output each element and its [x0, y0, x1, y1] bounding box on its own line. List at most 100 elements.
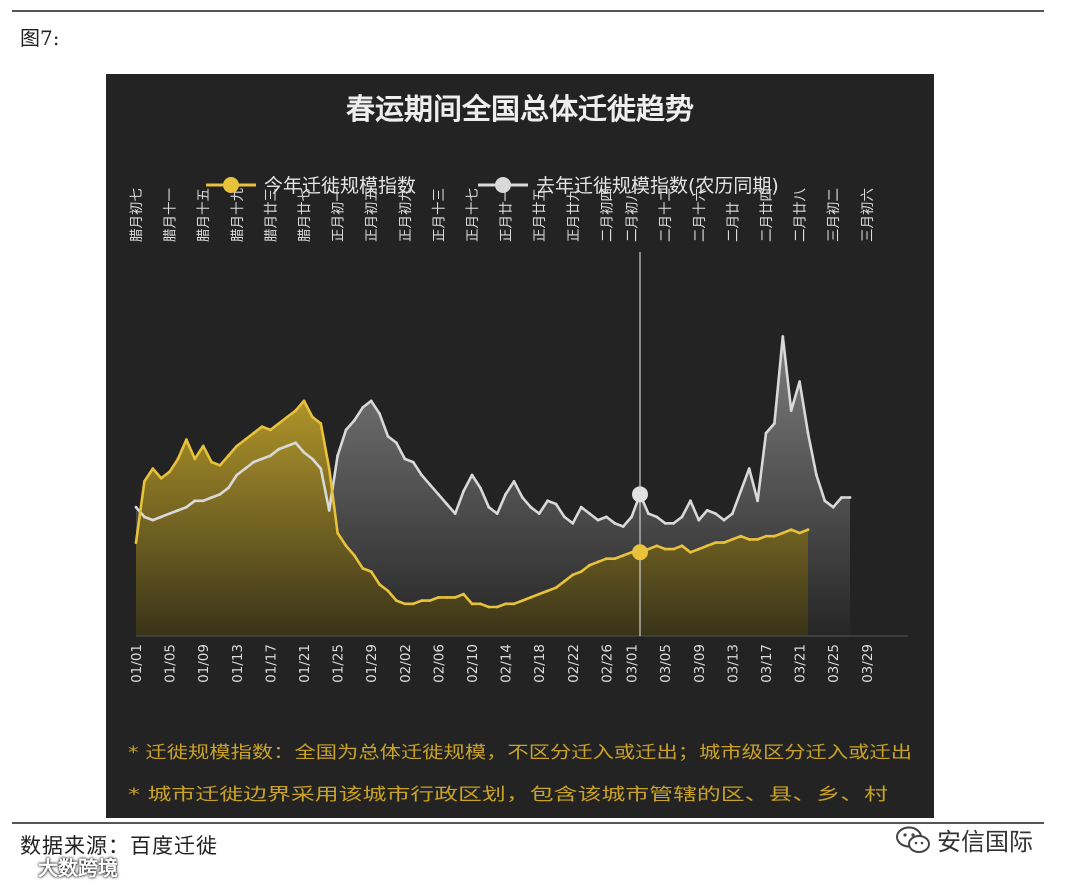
lunar-tick-label: 腊月廿三	[263, 188, 279, 242]
point-last-year	[252, 460, 256, 464]
point-this-year	[705, 544, 709, 548]
wechat-icon	[896, 826, 930, 853]
x-tick-label: 03/29	[860, 644, 876, 683]
point-this-year	[134, 541, 138, 544]
point-last-year	[227, 486, 230, 490]
point-this-year	[378, 583, 381, 586]
x-tick-label: 03/17	[759, 644, 775, 683]
x-tick-label: 02/22	[566, 644, 582, 683]
point-this-year	[386, 589, 390, 593]
point-last-year	[705, 509, 709, 512]
point-this-year	[243, 438, 247, 441]
point-last-year	[487, 505, 491, 509]
point-last-year	[411, 460, 415, 464]
point-last-year	[529, 505, 533, 509]
point-this-year	[168, 470, 171, 474]
legend-marker-last-year	[495, 177, 511, 193]
x-tick-labels: 01/01 01/05 01/09 01/13 01/17 01/21 01/25 01/29…	[129, 644, 876, 683]
point-last-year	[369, 399, 373, 403]
point-last-year	[403, 457, 407, 461]
point-this-year	[269, 428, 272, 432]
marker-point-last-year	[632, 486, 648, 503]
point-last-year	[201, 499, 205, 503]
lunar-tick-label: 正月廿九	[566, 188, 582, 242]
point-last-year	[218, 492, 222, 496]
point-this-year	[277, 422, 281, 425]
point-this-year	[697, 547, 701, 551]
lunar-tick-label: 腊月廿七	[297, 188, 313, 242]
point-last-year	[563, 515, 566, 519]
point-this-year	[747, 538, 751, 541]
point-last-year	[243, 467, 247, 470]
point-last-year	[428, 483, 432, 487]
chart-title: 春运期间全国总体迁徙趋势	[346, 92, 694, 126]
point-last-year	[756, 499, 759, 503]
point-last-year	[764, 431, 768, 435]
point-this-year	[672, 547, 675, 551]
point-last-year	[462, 489, 465, 493]
lunar-tick-label: 正月初五	[363, 188, 380, 242]
point-last-year	[647, 512, 650, 515]
point-last-year	[630, 515, 633, 519]
point-this-year	[764, 534, 768, 538]
lunar-tick-label: 正月廿五	[532, 188, 548, 242]
point-this-year	[470, 602, 474, 606]
x-tick-label: 03/21	[793, 644, 809, 683]
point-this-year	[453, 596, 457, 599]
lunar-tick-label: 二月廿八	[793, 188, 809, 242]
point-last-year	[739, 489, 743, 493]
x-tick-label: 01/25	[331, 644, 347, 683]
point-this-year	[689, 550, 692, 554]
point-last-year	[277, 447, 281, 451]
point-this-year	[479, 602, 482, 606]
point-last-year	[143, 515, 146, 519]
point-this-year	[227, 454, 230, 458]
point-last-year	[773, 422, 776, 425]
point-last-year	[731, 512, 734, 515]
point-last-year	[344, 428, 348, 432]
lunar-tick-label: 二月廿	[725, 202, 741, 243]
point-last-year	[134, 505, 138, 509]
brand: 安信国际	[895, 822, 1033, 857]
lunar-tick-label: 三月初六	[859, 188, 876, 242]
point-last-year	[663, 521, 667, 525]
point-this-year	[311, 415, 314, 419]
line-last-year	[135, 335, 850, 528]
point-this-year	[554, 586, 558, 590]
point-last-year	[831, 505, 835, 509]
top-rule	[12, 10, 1044, 12]
note-2: * 城市迁徙边界采用该城市行政区划，包含该城市管辖的区、县、乡、村	[128, 785, 888, 805]
watermark: 大数跨境	[8, 852, 118, 881]
watermark-icon	[8, 859, 34, 874]
point-this-year	[445, 596, 449, 599]
point-last-year	[327, 509, 331, 512]
x-tick-label: 03/01	[625, 644, 641, 683]
point-last-year	[420, 473, 423, 477]
point-last-year	[269, 454, 272, 458]
point-last-year	[722, 518, 726, 522]
x-tick-label: 02/10	[465, 644, 481, 683]
point-last-year	[353, 418, 356, 422]
point-last-year	[185, 505, 188, 509]
lunar-tick-label: 二月初四	[598, 188, 615, 242]
point-last-year	[848, 496, 852, 499]
point-this-year	[588, 563, 591, 567]
point-last-year	[714, 512, 717, 515]
point-last-year	[361, 406, 365, 409]
point-this-year	[722, 541, 726, 544]
point-this-year	[437, 596, 440, 599]
x-tick-label: 03/09	[692, 644, 708, 683]
x-tick-label: 01/13	[230, 644, 246, 683]
point-this-year	[395, 599, 398, 602]
point-this-year	[647, 547, 650, 551]
point-last-year	[168, 512, 171, 515]
point-this-year	[285, 415, 289, 419]
point-last-year	[798, 380, 801, 383]
point-this-year	[411, 602, 415, 606]
point-last-year	[537, 512, 541, 515]
x-tick-label: 02/02	[398, 644, 414, 683]
legend-marker-this-year	[223, 177, 239, 193]
point-last-year	[588, 512, 591, 515]
brand-name: 安信国际	[937, 828, 1033, 856]
point-this-year	[403, 602, 407, 606]
